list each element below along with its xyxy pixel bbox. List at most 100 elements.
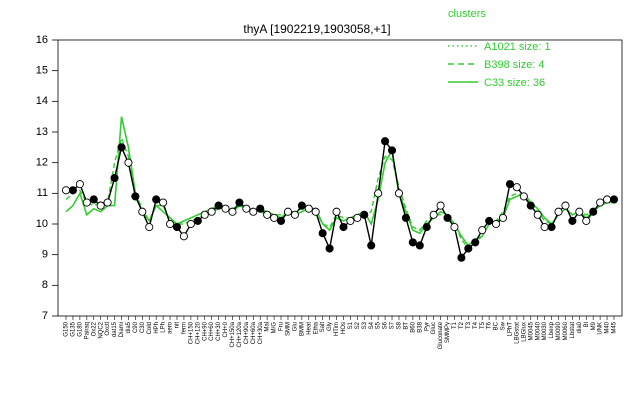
x-tick-label: LPhT [508, 322, 514, 337]
chart-title: thyA [1902219,1903058,+1] [243, 22, 390, 36]
x-tick-label: CH+30a [258, 321, 264, 344]
series-point [61, 186, 71, 195]
x-tick-label: M45 [612, 321, 618, 333]
x-tick-label: Diami [119, 322, 125, 337]
x-tick-label: SMM [286, 322, 292, 336]
x-tick-label: M9 [591, 321, 597, 330]
y-tick-label: 11 [37, 187, 48, 199]
series-point [311, 207, 320, 216]
series-point [436, 201, 445, 210]
x-tick-label: CH+120a [237, 321, 243, 347]
series-point [526, 201, 535, 210]
x-tick-label: Cold [147, 322, 153, 334]
plot-frame [57, 39, 623, 317]
series-point [103, 198, 112, 207]
x-tick-label: LBGstat [514, 322, 520, 344]
series-point [387, 146, 397, 155]
x-tick-label: M0045 [528, 321, 534, 340]
y-tick-label: 9 [42, 249, 48, 261]
x-tick-label: S7 [390, 321, 396, 329]
x-tick-label: CH+90 [202, 321, 208, 341]
series-point [325, 244, 334, 253]
series-point [596, 198, 605, 207]
x-tick-label: Ox22 [91, 321, 97, 336]
series-point [589, 207, 598, 216]
x-tick-label: CH+120 [195, 321, 201, 344]
x-tick-label: T1 [452, 321, 458, 329]
x-tick-label: CH+0 [223, 321, 229, 337]
series-point [207, 207, 216, 216]
series-point [131, 192, 140, 201]
x-tick-label: CH+150 [188, 321, 194, 344]
x-tick-label: Glu [292, 322, 298, 331]
x-tick-label: Sw [501, 321, 507, 330]
x-tick-label: CH+150a [230, 321, 236, 347]
x-tick-label: Lbexp [549, 321, 555, 338]
x-tick-label: SMMPy [445, 322, 451, 343]
series-point [353, 213, 362, 222]
series-point [443, 213, 452, 222]
x-tick-label: T3 [466, 321, 472, 329]
x-tick-label: LBGlux [521, 322, 527, 342]
legend-label-c33: C33 size: 36 [484, 77, 545, 89]
x-tick-label: T6 [487, 321, 493, 329]
x-tick-label: M/G [272, 322, 278, 334]
x-tick-label: S2 [355, 321, 361, 329]
x-tick-label: Oxctl [105, 322, 111, 336]
series-point [89, 195, 98, 204]
x-tick-label: Lbstat [570, 322, 576, 339]
series-point [450, 223, 459, 232]
x-tick-label: Bl [584, 322, 590, 327]
x-tick-label: nit [175, 322, 181, 329]
series-point [166, 219, 175, 229]
series-point [124, 158, 133, 167]
series-point [200, 210, 209, 219]
series-point [561, 201, 570, 210]
series-point [374, 189, 383, 198]
legend-label-a1021: A1021 size: 1 [484, 41, 551, 53]
x-tick-label: BC [494, 321, 500, 330]
series-point [179, 232, 188, 241]
series-point [159, 198, 168, 207]
y-tick-label: 15 [36, 65, 48, 77]
series-point [75, 180, 84, 189]
x-tick-label: HTim [334, 322, 340, 336]
series-point [256, 204, 265, 213]
x-axis: G150 G135 G180 Pairaq Ox22 NQC2 Oxctl dat15 Diam… [64, 316, 618, 349]
series-point [235, 198, 244, 207]
series-point [478, 226, 487, 235]
series-point [582, 216, 591, 225]
x-tick-label: T2 [459, 321, 465, 329]
series-point [367, 241, 376, 250]
series-point [415, 241, 424, 250]
series-point [283, 207, 293, 216]
x-tick-label: C30 [140, 321, 146, 333]
series-point [214, 201, 223, 210]
series-point [145, 223, 154, 232]
series-point [360, 210, 369, 219]
series-point [575, 207, 584, 216]
x-tick-label: Heat [306, 322, 312, 335]
x-tick-label: B60 [410, 321, 416, 332]
x-tick-label: ferm [182, 322, 188, 334]
series-point [304, 204, 313, 213]
series-point [422, 223, 431, 232]
x-tick-label: dat15 [112, 321, 118, 337]
series-point [381, 137, 390, 146]
x-tick-label: S5 [376, 321, 382, 329]
series-point [554, 207, 563, 216]
legend: clusters A1021 size: 1 B398 size: 4 C33 … [448, 8, 551, 89]
x-tick-label: M0040 [535, 321, 541, 340]
x-tick-label: Fru [279, 322, 285, 331]
series-point [401, 213, 410, 222]
x-tick-label: T4 [473, 321, 479, 329]
x-tick-label: S6 [383, 321, 389, 329]
series-point [297, 201, 306, 210]
x-tick-label: M0060 [563, 321, 569, 340]
series-line-2 [66, 139, 614, 260]
series-point [249, 207, 258, 216]
series-point [512, 183, 521, 192]
x-tick-label: Pyr [424, 322, 430, 331]
series-point [485, 216, 494, 225]
x-tick-label: HOs [341, 322, 347, 334]
